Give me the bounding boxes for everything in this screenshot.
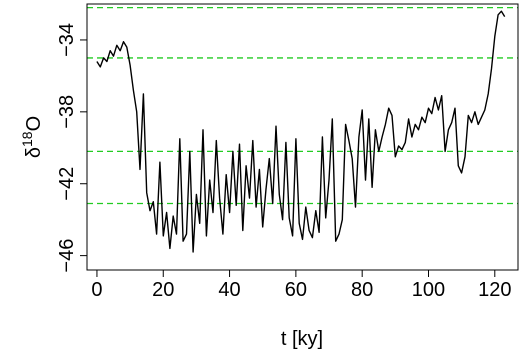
y-tick-label: −38: [56, 95, 78, 129]
x-tick-label: 120: [478, 279, 511, 301]
x-tick-label: 40: [218, 279, 240, 301]
reference-lines: [87, 6, 518, 205]
plot-frame: [86, 3, 519, 271]
x-tick-label: 60: [285, 279, 307, 301]
x-axis: 0 20 40 60 80 100 120: [91, 269, 511, 301]
x-tick-label: 20: [152, 279, 174, 301]
x-axis-label: t [ky]: [281, 328, 323, 350]
y-tick-label: −46: [56, 239, 78, 273]
y-axis-label-superscript: 18: [19, 131, 35, 147]
y-axis: −34 −38 −42 −46: [56, 23, 88, 273]
x-tick-label: 0: [91, 279, 102, 301]
x-tick-label: 100: [412, 279, 445, 301]
x-tick-label: 80: [351, 279, 373, 301]
y-tick-label: −42: [56, 167, 78, 201]
series-group: [96, 10, 506, 253]
y-axis-label: δ18O: [19, 116, 45, 158]
y-tick-label: −34: [56, 23, 78, 57]
series-line: [96, 10, 506, 253]
